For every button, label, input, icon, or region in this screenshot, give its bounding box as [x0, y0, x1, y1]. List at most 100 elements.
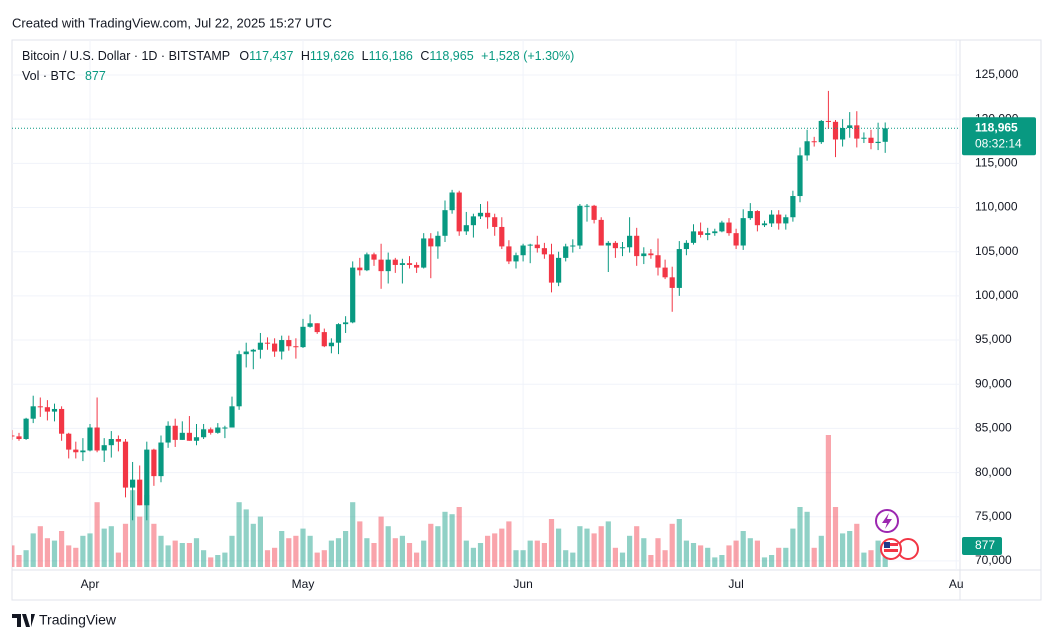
y-tick-label: 85,000 — [975, 421, 1012, 435]
candle-body — [463, 225, 469, 232]
candle-body — [627, 235, 633, 248]
candle-body — [357, 267, 363, 271]
volume-bar — [144, 495, 150, 567]
candle-body — [655, 255, 661, 268]
y-tick-label: 90,000 — [975, 376, 1012, 390]
volume-bar — [357, 521, 363, 567]
high-value: 119,626 — [310, 49, 354, 63]
volume-bar — [414, 552, 420, 567]
volume-bar — [875, 540, 881, 567]
volume-bar — [279, 531, 285, 567]
candle-body — [158, 442, 164, 477]
candle-body — [634, 235, 640, 257]
candle-body — [598, 219, 604, 246]
candle-body — [16, 436, 22, 440]
volume-pane — [12, 435, 888, 567]
candle-body — [179, 432, 185, 440]
volume-bar — [108, 526, 114, 567]
volume-value: 877 — [85, 69, 106, 83]
volume-bar — [130, 490, 136, 567]
volume-bar — [272, 547, 278, 567]
volume-bar — [208, 557, 214, 567]
flag-canton — [884, 542, 890, 548]
candle-body — [563, 246, 569, 258]
candle-body — [392, 259, 398, 265]
volume-bar — [442, 511, 448, 567]
candle-body — [12, 435, 15, 437]
volume-bar — [165, 545, 171, 567]
candle-body — [527, 244, 533, 246]
volume-bar — [406, 543, 413, 567]
volume-bar — [669, 523, 675, 567]
y-tick-label: 125,000 — [975, 67, 1019, 81]
volume-bar — [314, 552, 320, 567]
volume-bar — [300, 528, 306, 567]
volume-bar — [556, 528, 562, 567]
volume-bar — [37, 526, 43, 567]
created-caption: Created with TradingView.com, Jul 22, 20… — [12, 15, 332, 30]
candle-body — [641, 253, 647, 257]
candle-body — [790, 196, 796, 218]
candle-body — [272, 343, 278, 352]
candle-body — [705, 233, 711, 235]
candle-body — [243, 351, 249, 355]
volume-bar — [641, 538, 647, 567]
candle-body — [832, 121, 839, 140]
volume-bar — [392, 538, 398, 567]
volume-bar — [59, 531, 65, 567]
candle-body — [506, 246, 512, 262]
volume-bar — [215, 555, 221, 567]
candle-body — [477, 212, 484, 217]
volume-bar — [51, 540, 58, 567]
candle-body — [385, 259, 391, 272]
candle-body — [761, 223, 768, 226]
candle-body — [30, 406, 36, 419]
volume-bar — [726, 545, 732, 567]
candle-body — [73, 449, 79, 453]
volume-bar — [463, 540, 469, 567]
candle-body — [584, 205, 590, 207]
candle-body — [648, 253, 654, 256]
candle-body — [485, 212, 491, 218]
volume-bar — [435, 526, 441, 567]
candle-body — [492, 217, 498, 227]
candle-body — [683, 242, 689, 250]
candle-body — [769, 214, 775, 224]
volume-bar — [172, 540, 178, 567]
y-tick-label: 110,000 — [975, 200, 1018, 214]
volume-bar — [634, 526, 640, 567]
candle-body — [421, 238, 427, 268]
x-tick-label: Au — [949, 577, 964, 591]
volume-bar — [236, 502, 242, 567]
candle-body — [186, 432, 192, 441]
volume-bar — [747, 538, 753, 567]
candle-body — [378, 259, 384, 272]
volume-bar — [584, 528, 590, 567]
volume-bar — [44, 538, 50, 567]
volume-bar — [286, 538, 292, 567]
candle-body — [470, 216, 476, 226]
candle-body — [619, 247, 626, 249]
volume-bar — [868, 550, 874, 567]
volume-bar — [818, 535, 824, 567]
candle-body — [861, 137, 867, 139]
volume-bar — [378, 516, 384, 567]
candle-body — [222, 427, 228, 429]
volume-tag-label: 877 — [975, 538, 995, 552]
low-key: L — [362, 49, 369, 63]
candle-body — [130, 479, 136, 488]
volume-bar — [201, 550, 207, 567]
candle-body — [875, 141, 881, 144]
high-key: H — [301, 49, 310, 63]
volume-bar — [229, 535, 235, 567]
open-key: O — [239, 49, 249, 63]
candle-body — [840, 128, 846, 140]
symbol: Bitcoin / U.S. Dollar · 1D · BITSTAMP — [22, 49, 230, 63]
volume-bar — [754, 540, 760, 567]
candle-body — [406, 263, 413, 265]
candle-body — [698, 231, 704, 235]
candle-body — [101, 445, 107, 451]
candle-body — [499, 226, 505, 247]
chart-frame — [11, 39, 1042, 601]
